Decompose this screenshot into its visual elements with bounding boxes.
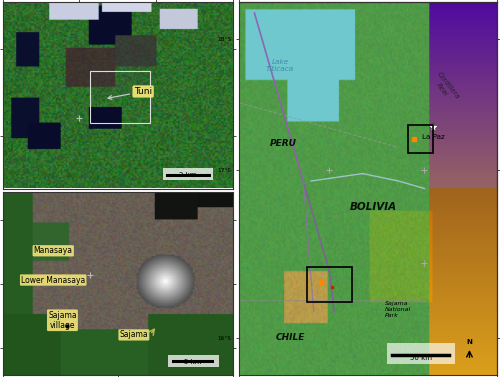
Bar: [168, 355, 219, 367]
Text: PERU: PERU: [270, 139, 296, 148]
Text: La Paz: La Paz: [422, 134, 445, 140]
Text: BOLIVIA: BOLIVIA: [350, 202, 397, 212]
Bar: [387, 343, 456, 364]
Text: Sajama
National
Park: Sajama National Park: [384, 302, 410, 318]
Text: 50 km: 50 km: [410, 355, 432, 361]
Bar: [90, 71, 150, 123]
Bar: [307, 267, 352, 302]
Text: Sajama
village: Sajama village: [48, 311, 76, 330]
Text: Lower Manasaya: Lower Manasaya: [21, 276, 86, 285]
Text: Cordillera
Real: Cordillera Real: [430, 71, 460, 104]
Text: Tuni: Tuni: [108, 87, 152, 99]
Bar: [162, 168, 214, 180]
Text: Manasaya: Manasaya: [34, 246, 72, 255]
Text: Sajama: Sajama: [120, 330, 148, 339]
Bar: [408, 125, 434, 153]
Text: Lake
Titicaca: Lake Titicaca: [266, 59, 294, 72]
Text: CHILE: CHILE: [276, 333, 305, 342]
Text: N: N: [466, 339, 472, 345]
Text: 2 km: 2 km: [180, 172, 197, 178]
Text: 5 km: 5 km: [184, 359, 202, 365]
